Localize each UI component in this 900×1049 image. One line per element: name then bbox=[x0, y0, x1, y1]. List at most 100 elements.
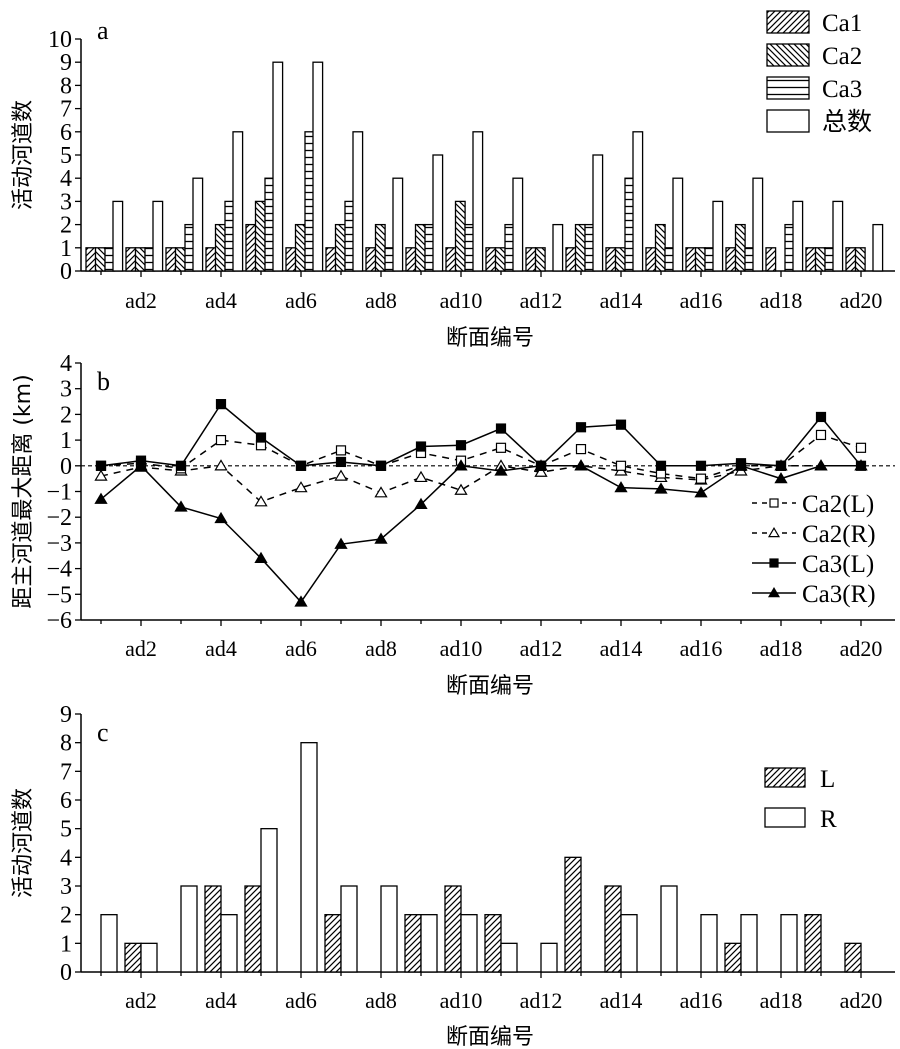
bar-Ca2 bbox=[814, 247, 826, 272]
marker-filled-square bbox=[455, 440, 467, 451]
marker-filled-triangle bbox=[94, 492, 108, 504]
bar-R bbox=[380, 885, 398, 973]
marker-open-triangle bbox=[294, 481, 308, 493]
bar-总数 bbox=[832, 200, 844, 272]
x-axis-title: 断面编号 bbox=[446, 1025, 534, 1049]
x-tick-label: ad12 bbox=[520, 288, 563, 313]
marker-filled-square bbox=[335, 456, 347, 468]
bar-Ca2 bbox=[134, 247, 146, 272]
x-tick-label: ad8 bbox=[365, 636, 397, 661]
legend-label: Ca3 bbox=[822, 76, 862, 103]
bar-Ca1 bbox=[805, 247, 817, 272]
bar-Ca1 bbox=[605, 247, 617, 272]
marker-filled-square bbox=[375, 460, 387, 471]
marker-open-triangle bbox=[214, 459, 228, 471]
bar-总数 bbox=[472, 131, 484, 272]
y-tick-label: 0 bbox=[60, 960, 72, 986]
marker-filled-triangle bbox=[814, 459, 828, 471]
bar-总数 bbox=[712, 200, 724, 272]
legend-swatch bbox=[764, 807, 806, 828]
marker-filled-square bbox=[495, 423, 507, 434]
bar-Ca1 bbox=[285, 247, 297, 272]
marker-filled-triangle bbox=[574, 459, 588, 471]
x-tick-label: ad2 bbox=[125, 988, 157, 1013]
bar-总数 bbox=[432, 154, 444, 272]
y-tick-label: 10 bbox=[48, 27, 72, 53]
marker-open-square bbox=[335, 445, 347, 456]
marker-open-square bbox=[815, 429, 827, 441]
legend-swatch bbox=[764, 767, 806, 788]
bar-L bbox=[564, 856, 582, 973]
y-tick-label: −4 bbox=[46, 557, 72, 583]
bar-Ca1 bbox=[165, 247, 177, 272]
x-tick-label: ad18 bbox=[760, 288, 803, 313]
marker-filled-square bbox=[655, 460, 667, 471]
bar-总数 bbox=[352, 131, 364, 272]
legend-label: Ca2(R) bbox=[802, 521, 876, 548]
bar-Ca2 bbox=[854, 247, 866, 272]
bar-Ca1 bbox=[645, 247, 657, 272]
x-tick-label: ad10 bbox=[440, 636, 483, 661]
bar-Ca2 bbox=[494, 247, 506, 272]
y-tick-label: 2 bbox=[60, 402, 72, 428]
x-tick-label: ad16 bbox=[680, 288, 723, 313]
x-tick-label: ad14 bbox=[600, 988, 643, 1013]
bar-Ca2 bbox=[654, 223, 666, 272]
x-tick-label: ad20 bbox=[840, 636, 883, 661]
bar-L bbox=[444, 885, 462, 973]
bar-R bbox=[220, 914, 238, 973]
x-tick-label: ad20 bbox=[840, 988, 883, 1013]
bar-总数 bbox=[672, 177, 684, 272]
y-tick-label: 9 bbox=[60, 50, 72, 76]
legend-label: Ca3(L) bbox=[802, 551, 874, 578]
x-tick-label: ad12 bbox=[520, 988, 563, 1013]
x-tick-label: ad14 bbox=[600, 636, 643, 661]
bar-R bbox=[660, 885, 678, 973]
y-tick-label: 7 bbox=[60, 759, 72, 785]
bar-总数 bbox=[552, 223, 564, 272]
marker-open-square bbox=[855, 442, 867, 453]
bar-总数 bbox=[152, 200, 164, 272]
x-tick-label: ad2 bbox=[125, 636, 157, 661]
legend: Ca2(L) Ca2(R) Ca3(L) Ca3(R) bbox=[752, 491, 876, 608]
marker-open-triangle bbox=[414, 470, 428, 483]
y-tick-label: 0 bbox=[60, 454, 72, 480]
y-tick-label: 5 bbox=[60, 143, 72, 169]
bar-Ca2 bbox=[294, 223, 306, 272]
x-tick-label: ad10 bbox=[440, 988, 483, 1013]
x-tick-label: ad6 bbox=[285, 988, 317, 1013]
x-axis-title: 断面编号 bbox=[446, 326, 534, 351]
bar-Ca1 bbox=[245, 223, 257, 272]
y-tick-label: 4 bbox=[60, 166, 72, 192]
marker-filled-triangle bbox=[254, 551, 268, 563]
legend-swatch bbox=[766, 43, 810, 67]
bar-Ca1 bbox=[405, 247, 417, 272]
y-tick-label: 8 bbox=[60, 73, 72, 99]
y-axis-title: 活动河道数 bbox=[11, 788, 36, 898]
y-tick-label: 1 bbox=[60, 931, 72, 957]
marker-open-square bbox=[695, 473, 707, 484]
bar-总数 bbox=[112, 200, 124, 272]
x-tick-label: ad16 bbox=[680, 988, 723, 1013]
y-tick-label: 4 bbox=[60, 351, 72, 377]
bar-L bbox=[124, 942, 142, 973]
marker-filled-square bbox=[775, 460, 787, 471]
y-tick-label: 3 bbox=[60, 377, 72, 403]
marker-filled-square bbox=[255, 432, 267, 443]
bar-Ca2 bbox=[254, 200, 266, 272]
marker-filled-square bbox=[415, 441, 427, 452]
x-tick-label: ad16 bbox=[680, 636, 723, 661]
legend-swatch bbox=[766, 109, 810, 133]
bar-Ca1 bbox=[365, 247, 377, 272]
y-tick-label: 1 bbox=[60, 428, 72, 454]
legend-label: L bbox=[820, 766, 835, 793]
bar-Ca1 bbox=[685, 247, 697, 272]
bar-L bbox=[404, 914, 422, 973]
marker-open-triangle bbox=[334, 469, 348, 481]
bar-L bbox=[604, 885, 622, 973]
panel-label: c bbox=[97, 718, 109, 747]
legend-label: Ca1 bbox=[822, 10, 862, 37]
marker-filled-triangle bbox=[774, 472, 788, 484]
bar-Ca1 bbox=[765, 247, 777, 272]
